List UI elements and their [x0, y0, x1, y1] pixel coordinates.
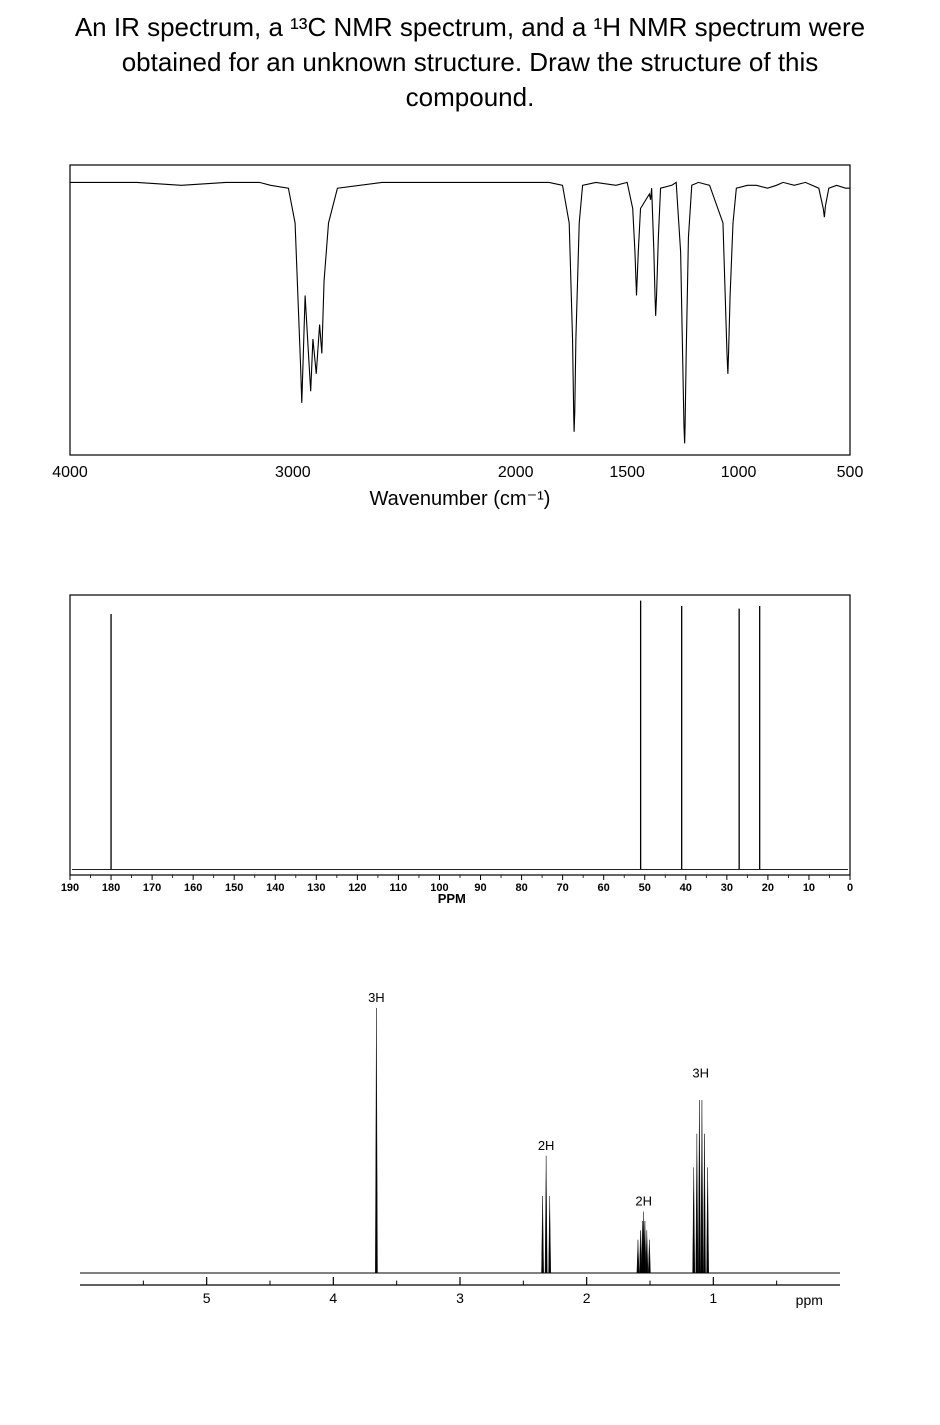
question-text: An IR spectrum, a ¹³C NMR spectrum, and … — [20, 10, 920, 115]
svg-text:3000: 3000 — [275, 464, 311, 481]
c13-spectrum-block: 1901801701601501401301201101009080706050… — [20, 585, 920, 915]
question-line2: obtained for an unknown structure. Draw … — [122, 47, 819, 77]
svg-text:3: 3 — [456, 1290, 464, 1306]
svg-text:ppm: ppm — [796, 1292, 823, 1308]
svg-text:190: 190 — [61, 882, 79, 894]
svg-text:4000: 4000 — [52, 464, 88, 481]
question-line3: compound. — [406, 82, 535, 112]
svg-text:120: 120 — [348, 882, 366, 894]
svg-text:1: 1 — [709, 1290, 717, 1306]
svg-text:40: 40 — [680, 882, 692, 894]
svg-text:Wavenumber (cm⁻¹): Wavenumber (cm⁻¹) — [370, 488, 551, 510]
ir-spectrum: 4000 3000 2000 1500 1000 500 Wavenumber (cm⁻¹) — [20, 155, 900, 525]
svg-text:4: 4 — [329, 1290, 337, 1306]
svg-text:2H: 2H — [538, 1138, 555, 1153]
svg-text:PPM: PPM — [438, 891, 466, 906]
svg-text:0: 0 — [847, 882, 853, 894]
svg-text:1500: 1500 — [609, 464, 645, 481]
svg-text:70: 70 — [557, 882, 569, 894]
svg-text:160: 160 — [184, 882, 202, 894]
svg-text:2: 2 — [583, 1290, 591, 1306]
h1-spectrum-block: 5 4 3 2 1 ppm 3H 2H 2H 3H — [20, 975, 920, 1325]
svg-text:140: 140 — [266, 882, 284, 894]
svg-text:180: 180 — [102, 882, 120, 894]
svg-text:150: 150 — [225, 882, 243, 894]
svg-text:130: 130 — [307, 882, 325, 894]
svg-text:500: 500 — [837, 464, 864, 481]
svg-text:20: 20 — [762, 882, 774, 894]
svg-text:1000: 1000 — [721, 464, 757, 481]
svg-text:90: 90 — [474, 882, 486, 894]
svg-text:60: 60 — [598, 882, 610, 894]
ir-spectrum-block: 4000 3000 2000 1500 1000 500 Wavenumber (cm⁻¹) — [20, 155, 920, 525]
c13-spectrum: 1901801701601501401301201101009080706050… — [20, 585, 900, 915]
question-line1: An IR spectrum, a ¹³C NMR spectrum, and … — [75, 12, 865, 42]
svg-text:50: 50 — [639, 882, 651, 894]
h1-spectrum: 5 4 3 2 1 ppm 3H 2H 2H 3H — [20, 975, 880, 1325]
svg-text:110: 110 — [390, 882, 408, 894]
svg-text:2H: 2H — [635, 1194, 652, 1209]
svg-text:2000: 2000 — [498, 464, 534, 481]
svg-text:3H: 3H — [368, 990, 385, 1005]
svg-text:30: 30 — [721, 882, 733, 894]
svg-text:80: 80 — [515, 882, 527, 894]
svg-text:5: 5 — [203, 1290, 211, 1306]
svg-text:170: 170 — [143, 882, 161, 894]
svg-text:10: 10 — [803, 882, 815, 894]
svg-text:3H: 3H — [692, 1066, 709, 1081]
